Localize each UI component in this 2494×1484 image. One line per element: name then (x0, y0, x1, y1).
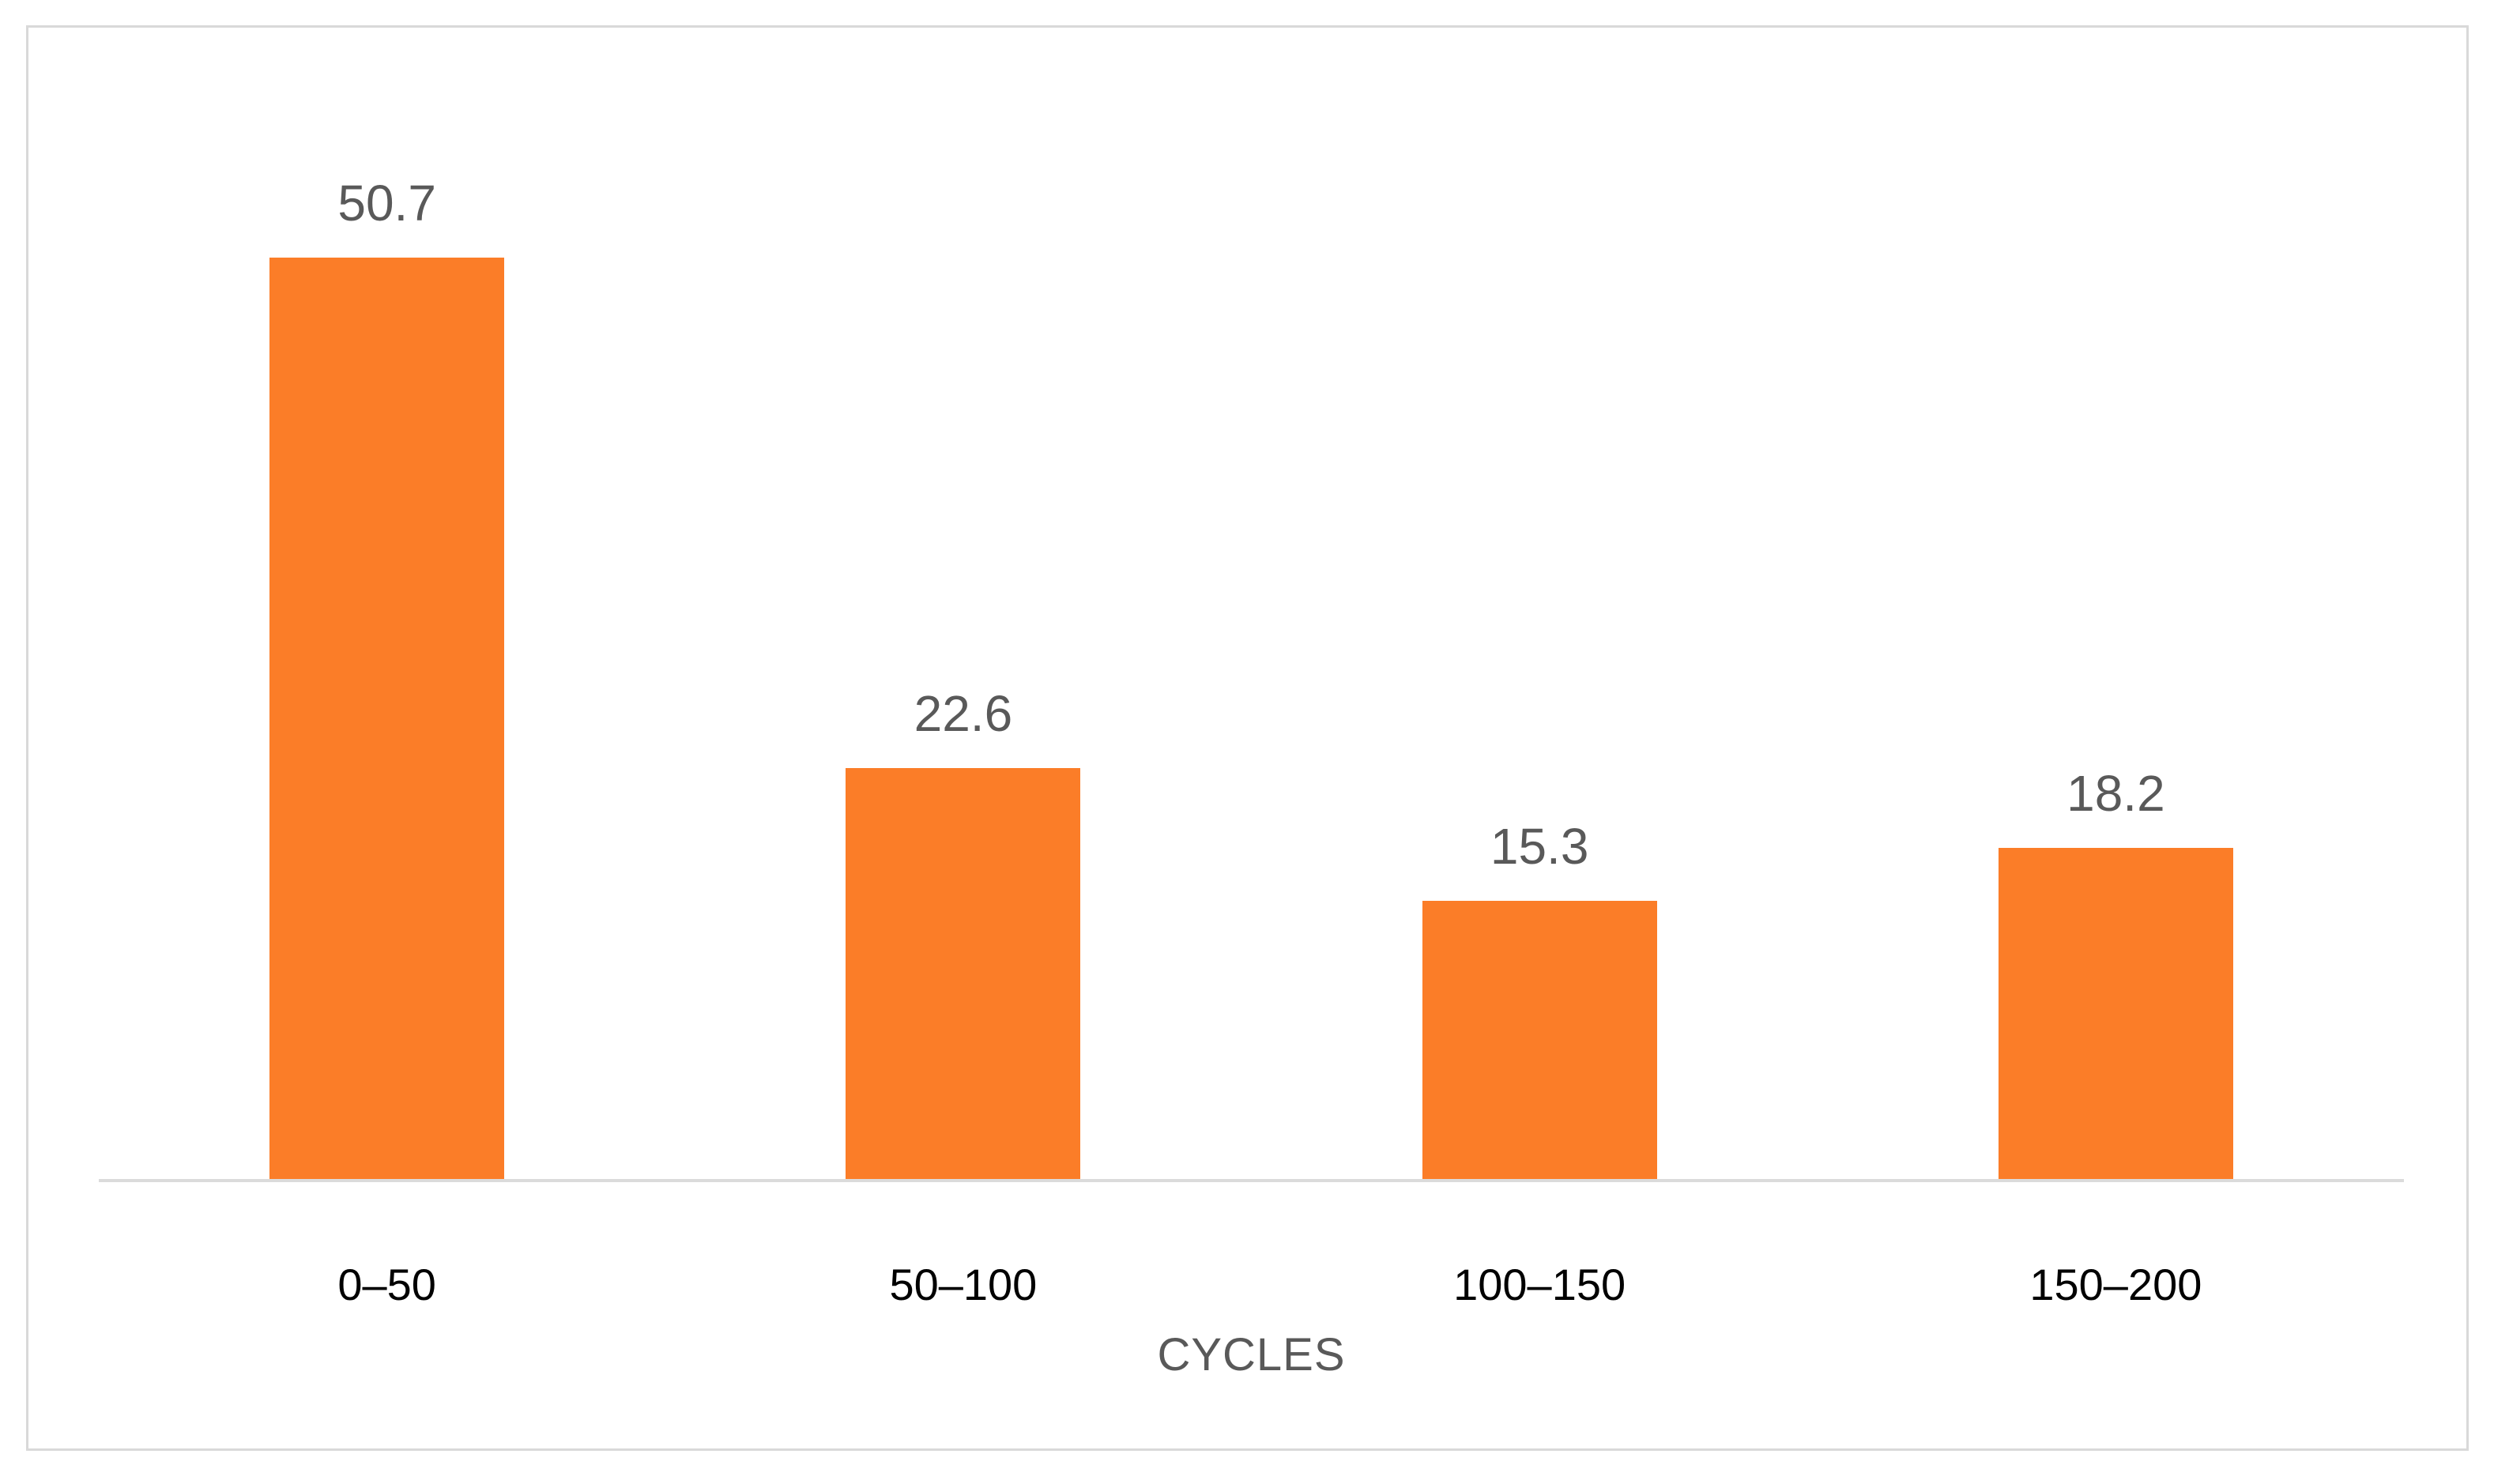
data-label: 15.3 (1490, 817, 1589, 875)
category-label: 150–200 (2029, 1260, 2202, 1309)
data-label: 18.2 (2066, 764, 2165, 822)
bar-group: 18.2 (1828, 764, 2404, 1179)
bar (1422, 901, 1657, 1179)
bar-group: 15.3 (1252, 817, 1828, 1179)
data-label: 22.6 (914, 684, 1013, 742)
bar-group: 50.7 (99, 175, 675, 1179)
category-label: 0–50 (337, 1260, 436, 1309)
category-label: 100–150 (1453, 1260, 1626, 1309)
category-label: 50–100 (889, 1260, 1038, 1309)
x-axis-line (99, 1179, 2404, 1182)
category-axis: 0–50 50–100 100–150 150–200 (99, 1260, 2404, 1309)
bar-group: 22.6 (675, 684, 1251, 1179)
data-label: 50.7 (337, 174, 436, 232)
x-axis-title: CYCLES (1157, 1329, 1346, 1380)
chart-frame: 50.7 22.6 15.3 18.2 0–50 50–100 100–150 150–20… (26, 25, 2469, 1451)
plot-area: 50.7 22.6 15.3 18.2 (99, 175, 2404, 1179)
bar (846, 768, 1081, 1179)
bar (269, 258, 505, 1179)
bar (1998, 848, 2233, 1179)
